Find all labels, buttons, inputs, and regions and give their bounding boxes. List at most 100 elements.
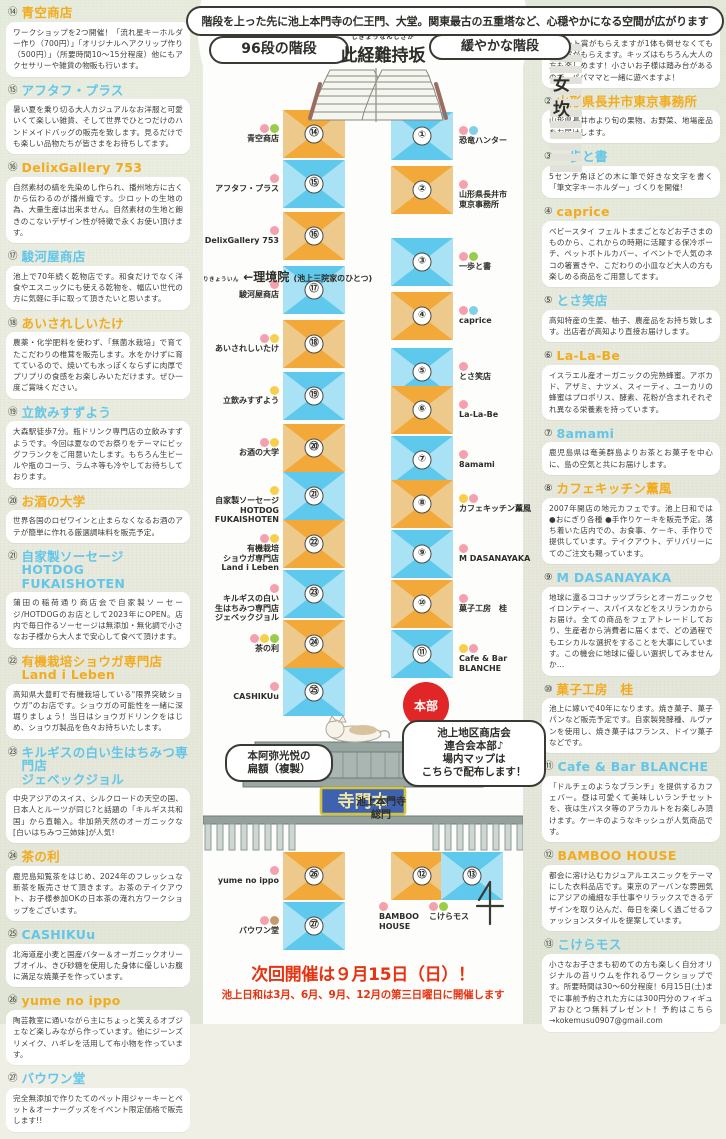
booth-label: カフェキッチン薫風 [459, 494, 545, 514]
booth-marker[interactable]: ㉒ [283, 520, 345, 568]
listing-entry: ⑦ 8amami 鹿児島県は奄美群島よりお茶とお菓子を中心に、島の空気と共にお届けし… [542, 427, 720, 476]
food-badge [270, 438, 279, 447]
booth-label: お酒の大学 [193, 438, 279, 458]
listing-entry-number: ㉖ [8, 995, 18, 1007]
listing-entry-body: 地球に還るココナッツブラシとオーガニックセイロンティー、スパイスなどをスリランカ… [542, 586, 720, 676]
listing-entry-body: 鹿児島県は奄美群島よりお茶とお菓子を中心に、島の空気と共にお届けします。 [542, 442, 720, 476]
listing-entry: ⑧ カフェキッチン薫風 2007年開店の地元カフェです。池上日和では●おにぎり各種 … [542, 481, 720, 565]
booth-label: 山形県長井市 東京事務所 [459, 180, 545, 209]
booth-label: DelixGallery 753 [193, 226, 279, 246]
listing-entry-number: ③ [544, 151, 553, 163]
callout-gentle-stairs: 緩やかな階段 [429, 34, 571, 61]
booth-marker[interactable]: ③ [391, 238, 453, 286]
food-badge [260, 634, 269, 643]
goods-badge [260, 916, 269, 925]
booth-number: ② [412, 180, 432, 200]
badge-group [193, 226, 279, 235]
booth-number: ⑲ [304, 386, 324, 406]
goods-badge [260, 438, 269, 447]
booth-name: CASHIKUu [233, 692, 279, 701]
booth-label: caprice [459, 306, 545, 326]
badge-group [459, 450, 545, 459]
booth-name: 8amami [459, 460, 495, 469]
listing-entry-number: ⑨ [544, 572, 553, 584]
badge-group [459, 126, 545, 135]
booth-marker[interactable]: ⑨ [391, 530, 453, 578]
booth-marker[interactable]: ⑪ [391, 630, 453, 678]
listing-entry-title: 駿河屋商店 [21, 249, 86, 265]
booth-name: M DASANAYAKA [459, 554, 531, 563]
booth-marker[interactable]: ⑬ [441, 852, 503, 900]
top-info-banner: 階段を上った先に池上本門寺の仁王門、大堂。関東最古の五重塔など、心穏やかになる空… [186, 6, 724, 36]
booth-marker[interactable]: ⑲ [283, 372, 345, 420]
badge-group [459, 252, 545, 261]
booth-marker[interactable]: ㉗ [283, 902, 345, 950]
booth-marker[interactable]: ⑱ [283, 320, 345, 368]
listing-entry-title: caprice [556, 204, 610, 220]
booth-marker[interactable]: ⑳ [283, 424, 345, 472]
food-badge [270, 534, 279, 543]
booth-marker[interactable]: ㉖ [283, 852, 345, 900]
booth-marker[interactable]: ⑧ [391, 480, 453, 528]
listing-entry: ⑬ こけらモス 小さなお子さまも初めての方も楽しく自分オリジナルの苔リウムを作れるワ… [542, 938, 720, 1032]
listing-entry-number: ⑫ [544, 850, 554, 862]
listing-entry-title: キルギスの白い生はちみつ専門店 ジェベックジョル [21, 744, 188, 787]
listing-entry-number: ⑪ [544, 761, 554, 773]
booth-label: 菓子工房 桂 [459, 594, 545, 614]
listing-entry-body: 蒲田の稲荷通り商店会で自家製ソーセージ/HOTDOGのお店として2023年にOP… [6, 592, 190, 648]
booth-marker[interactable]: ④ [391, 292, 453, 340]
listing-entry-body: 世界各国のロゼワインと止まらなくなるお酒のアテが簡単に作れる厳選調味料を販売予定… [6, 510, 190, 543]
booth-marker[interactable]: ⑮ [283, 160, 345, 208]
booth-marker[interactable]: ㉑ [283, 472, 345, 520]
booth-number: ⑮ [304, 174, 324, 194]
listing-entry: ⑫ BAMBOO HOUSE 都会に溶け込むカジュアルエスニックをテーマにした衣料品… [542, 849, 720, 932]
booth-marker[interactable]: ⑯ [283, 212, 345, 260]
listing-entry-title: あいされしいたけ [21, 315, 124, 331]
other-badge [469, 126, 478, 135]
badge-group [459, 180, 545, 189]
listing-entry-header: ⑭ 青空商店 [8, 6, 190, 20]
booth-number: ⑰ [304, 280, 324, 300]
badge-group [429, 902, 515, 911]
listing-entry-title: 8amami [556, 425, 615, 441]
booth-marker[interactable]: ⑩ [391, 580, 453, 628]
listing-entry-number: ㉑ [8, 550, 18, 562]
booth-marker[interactable]: ② [391, 166, 453, 214]
booth-marker[interactable]: ㉓ [283, 570, 345, 618]
booth-name: バウワン堂 [239, 926, 279, 935]
listing-entry-header: ⑦ 8amami [544, 427, 720, 441]
listing-entry-number: ⑥ [544, 350, 553, 362]
booth-number: ⑦ [412, 450, 432, 470]
listing-entry-title: 茶の利 [21, 849, 60, 865]
gate-name-label: 池上本門寺 総門 [356, 797, 406, 821]
listing-entry-header: ⑲ 立飲みすずよう [8, 406, 190, 420]
booth-number: ⑯ [304, 226, 324, 246]
goods-badge [469, 644, 478, 653]
listing-entry-number: ⑧ [544, 483, 553, 495]
pet-badge [270, 916, 279, 925]
booth-marker[interactable]: ⑰ [283, 266, 345, 314]
booth-name: お酒の大学 [239, 448, 279, 457]
booth-marker[interactable]: ㉕ [283, 668, 345, 716]
listing-entry-header: ⑬ こけらモス [544, 938, 720, 952]
badge-group [193, 682, 279, 691]
booth-marker[interactable]: ⑥ [391, 386, 453, 434]
listing-entry-title: DelixGallery 753 [21, 160, 143, 176]
listing-entry-title: カフェキッチン薫風 [556, 481, 672, 497]
booth-name: 菓子工房 桂 [459, 604, 507, 613]
badge-group [193, 334, 279, 343]
listing-entry-number: ⑮ [8, 84, 18, 96]
booth-name: カフェキッチン薫風 [459, 504, 531, 513]
listing-entry-number: ⑱ [8, 317, 18, 329]
listing-entry-body: 陶芸教室に通いながら主にちょっと笑えるオブジェなど楽しみながら作っています。他に… [6, 1009, 190, 1066]
booth-marker[interactable]: ㉔ [283, 620, 345, 668]
workshop-badge [270, 124, 279, 133]
booth-marker[interactable]: ⑦ [391, 436, 453, 484]
booth-number: ⑭ [304, 124, 324, 144]
